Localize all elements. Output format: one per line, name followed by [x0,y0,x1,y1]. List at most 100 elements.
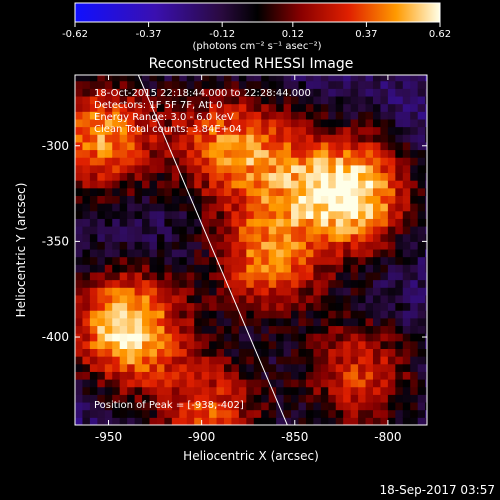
heatmap-cell [97,348,106,357]
y-axis-label: Heliocentric Y (arcsec) [14,183,28,318]
x-axis-ticks: -950 -900 -850 -800 [95,75,402,444]
heatmap-cell [380,340,389,349]
heatmap-cell [410,317,419,327]
heatmap-cell [425,386,427,395]
heatmap-cell [261,287,270,296]
heatmap-cell [410,149,419,158]
heatmap-cell [380,371,389,380]
heatmap-cell [238,218,247,227]
heatmap-cell [209,394,218,403]
heatmap-cell [402,333,411,342]
heatmap-cell [283,356,292,365]
heatmap-cell [365,340,374,349]
heatmap-cell [82,317,91,327]
heatmap-cell [380,409,389,418]
heatmap-cell [238,271,247,281]
heatmap-cell [142,226,150,235]
heatmap-cell [216,126,225,135]
heatmap-cell [127,241,136,250]
heatmap-cell [276,394,285,403]
heatmap-cell [89,279,98,288]
heatmap-cell [134,287,143,296]
heatmap-cell [171,371,180,380]
heatmap-cell [372,157,381,166]
heatmap-cell [171,249,180,258]
chart-title: Reconstructed RHESSI Image [149,56,354,72]
heatmap-cell [216,333,225,342]
heatmap-cell [209,402,218,411]
heatmap-cell [223,371,232,380]
heatmap-cell [194,218,203,227]
heatmap-cell [156,294,165,304]
heatmap-cell [104,356,113,365]
heatmap-cell [380,279,389,288]
heatmap-cell [142,394,150,403]
heatmap-cell [253,233,262,242]
heatmap-cell [268,371,277,380]
heatmap-cell [283,75,292,82]
heatmap-cell [127,333,136,342]
heatmap-cell [410,203,419,212]
heatmap-cell [149,409,158,418]
heatmap-cell [335,340,344,349]
heatmap-cell [425,363,427,372]
heatmap-cell [425,340,427,349]
heatmap-cell [298,226,307,235]
heatmap-cell [425,325,427,334]
heatmap-cell [246,203,255,212]
heatmap-cell [238,203,247,212]
heatmap-cell [335,226,344,235]
heatmap-cell [365,203,374,212]
heatmap-cell [119,363,128,372]
heatmap-cell [313,317,322,327]
heatmap-cell [387,118,396,128]
solar-limb-line [137,75,288,425]
heatmap-cell [201,111,210,120]
heatmap-cell [298,249,307,258]
heatmap-cell [194,417,203,425]
heatmap-cell [238,80,247,89]
heatmap-cell [298,356,307,365]
heatmap-cell [350,249,359,258]
heatmap-cell [142,279,150,288]
heatmap-cell [268,302,277,311]
heatmap-cell [410,180,419,189]
heatmap-cell [298,111,307,120]
heatmap-cell [402,218,411,227]
heatmap-cell [387,402,396,411]
heatmap-cell [104,88,113,97]
heatmap-cell [283,218,292,227]
heatmap-cell [179,302,188,311]
heatmap-cell [365,279,374,288]
heatmap-cell [350,409,359,418]
heatmap-cell [194,379,203,388]
heatmap-cell [97,417,106,425]
heatmap-cell [417,88,426,97]
heatmap-cell [164,134,173,143]
heatmap-cells [75,75,427,425]
heatmap-cell [246,164,255,174]
heatmap-cell [238,386,247,395]
heatmap-cell [298,317,307,327]
heatmap-cell [89,157,98,166]
heatmap-cell [320,118,329,128]
heatmap-cell [335,218,344,227]
heatmap-cell [283,417,292,425]
heatmap-cell [253,195,262,204]
heatmap-cell [276,241,285,250]
heatmap-cell [291,271,299,281]
heatmap-cell [305,241,314,250]
heatmap-cell [313,417,322,425]
heatmap-cell [380,172,389,181]
heatmap-cell [119,126,128,135]
heatmap-cell [425,118,427,128]
heatmap-cell [179,256,188,265]
heatmap-cell [261,356,270,365]
heatmap-cell [253,294,262,304]
heatmap-cell [395,279,404,288]
heatmap-cell [283,279,292,288]
heatmap-cell [194,233,203,242]
plot-area: 18-Oct-2015 22:18:44.000 to 22:28:44.000… [42,74,428,444]
heatmap-cell [149,386,158,395]
heatmap-cell [320,149,329,158]
